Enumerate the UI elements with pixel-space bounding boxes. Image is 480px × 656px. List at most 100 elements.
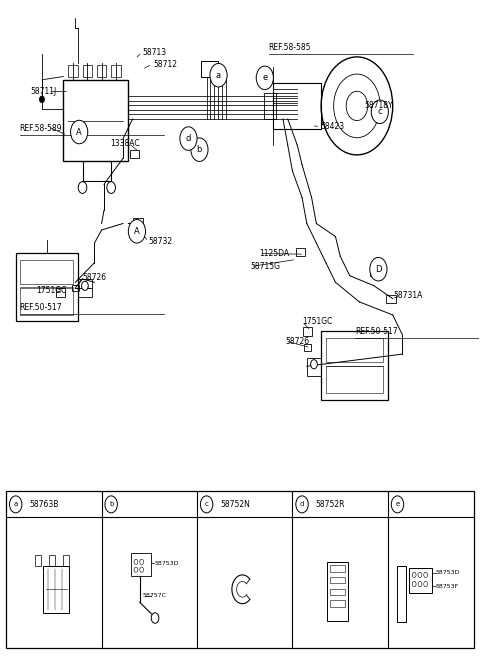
Text: 58715G: 58715G: [251, 262, 280, 271]
Bar: [330, 600, 346, 607]
Bar: [409, 567, 432, 592]
Circle shape: [256, 66, 274, 90]
Bar: [370, 265, 381, 276]
Text: d: d: [186, 134, 191, 143]
Text: 1338AC: 1338AC: [110, 139, 140, 148]
Bar: [371, 106, 380, 115]
Text: REF.58-589: REF.58-589: [20, 123, 62, 133]
Bar: [132, 218, 143, 229]
Circle shape: [151, 613, 159, 623]
Text: 58757C: 58757C: [142, 593, 166, 598]
Circle shape: [82, 281, 88, 291]
Circle shape: [134, 567, 138, 572]
Bar: [43, 565, 70, 613]
Text: 58732: 58732: [148, 237, 172, 246]
Circle shape: [140, 567, 144, 572]
Circle shape: [311, 359, 317, 369]
Bar: [385, 295, 396, 303]
Text: 58718Y: 58718Y: [364, 102, 393, 110]
Text: 58712: 58712: [153, 60, 177, 69]
Circle shape: [134, 560, 138, 564]
Circle shape: [412, 572, 416, 577]
Bar: [264, 93, 276, 119]
Circle shape: [412, 581, 416, 586]
Text: 58763B: 58763B: [29, 500, 59, 509]
Circle shape: [191, 138, 208, 161]
Bar: [397, 566, 406, 622]
Circle shape: [180, 127, 197, 150]
Text: e: e: [396, 501, 400, 507]
Text: 58753D: 58753D: [154, 561, 179, 565]
Circle shape: [346, 91, 368, 121]
Bar: [201, 61, 217, 77]
Text: a: a: [13, 501, 18, 507]
Bar: [274, 83, 321, 129]
Text: 58753D: 58753D: [436, 571, 460, 575]
Bar: [130, 150, 139, 158]
Text: 58726: 58726: [285, 337, 310, 346]
Bar: [192, 140, 201, 150]
Circle shape: [200, 496, 213, 513]
Circle shape: [424, 572, 428, 577]
Circle shape: [418, 581, 422, 586]
Circle shape: [334, 74, 380, 138]
Text: 1751GC: 1751GC: [36, 285, 66, 295]
Text: D: D: [375, 265, 382, 274]
Bar: [35, 556, 41, 565]
Text: 58752N: 58752N: [220, 500, 250, 509]
Text: b: b: [109, 501, 113, 507]
Circle shape: [10, 496, 22, 513]
Circle shape: [418, 572, 422, 577]
Text: c: c: [377, 108, 382, 116]
Bar: [83, 65, 92, 77]
Bar: [21, 287, 73, 315]
Text: d: d: [300, 501, 304, 507]
Circle shape: [391, 496, 404, 513]
Bar: [326, 338, 383, 362]
Bar: [72, 285, 79, 291]
Text: 58423: 58423: [320, 122, 344, 131]
Circle shape: [140, 560, 144, 564]
Circle shape: [296, 496, 308, 513]
Bar: [16, 253, 78, 321]
Bar: [131, 553, 151, 576]
Bar: [68, 65, 78, 77]
Bar: [307, 358, 321, 376]
Bar: [304, 344, 311, 351]
Bar: [326, 366, 383, 394]
Text: c: c: [204, 501, 208, 507]
Bar: [321, 331, 388, 400]
Bar: [6, 491, 474, 648]
Circle shape: [370, 257, 387, 281]
Text: a: a: [216, 71, 221, 79]
Circle shape: [39, 96, 44, 102]
Bar: [111, 65, 120, 77]
Bar: [296, 248, 305, 256]
Text: 58713: 58713: [142, 48, 166, 57]
Text: REF.50-517: REF.50-517: [20, 302, 62, 312]
Bar: [75, 125, 85, 135]
Bar: [49, 556, 55, 565]
Circle shape: [424, 581, 428, 586]
Circle shape: [71, 120, 88, 144]
Bar: [63, 556, 70, 565]
Bar: [327, 562, 348, 621]
Text: 58731A: 58731A: [394, 291, 423, 300]
Bar: [78, 279, 92, 297]
Text: 58752R: 58752R: [315, 500, 345, 509]
Text: REF.50-517: REF.50-517: [356, 327, 398, 337]
Bar: [330, 588, 346, 595]
Text: A: A: [76, 127, 82, 136]
Bar: [330, 565, 346, 571]
Text: A: A: [134, 227, 140, 236]
Circle shape: [105, 496, 117, 513]
Text: REF.58-585: REF.58-585: [269, 43, 311, 52]
Bar: [97, 65, 107, 77]
Circle shape: [78, 182, 87, 194]
Circle shape: [107, 182, 116, 194]
Circle shape: [128, 220, 145, 243]
Bar: [21, 260, 73, 284]
Circle shape: [371, 100, 388, 123]
Text: b: b: [197, 145, 202, 154]
Text: 1751GC: 1751GC: [302, 317, 333, 326]
